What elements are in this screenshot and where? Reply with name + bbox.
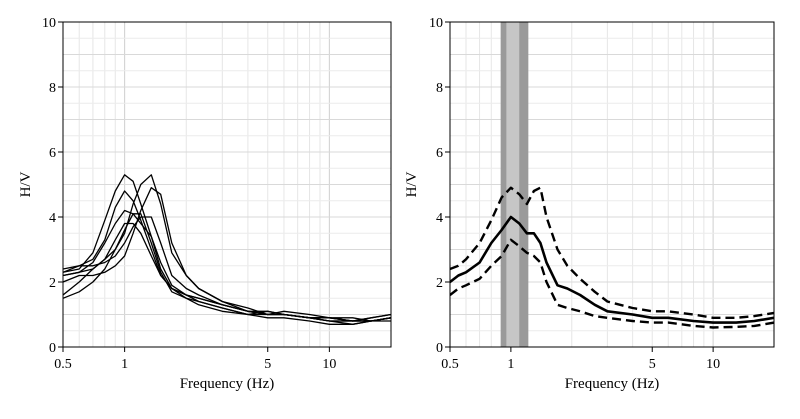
series-line-2 [63, 209, 391, 322]
y-tick-label: 8 [49, 81, 56, 96]
x-tick-label: 1 [121, 357, 128, 372]
y-tick-label: 10 [42, 16, 56, 31]
x-tick-label: 5 [649, 357, 656, 372]
grid [62, 21, 392, 348]
y-tick-label: 0 [436, 341, 443, 356]
x-tick-label: 1 [507, 357, 514, 372]
left-chart-panel: 0.5 1 5 10 0 2 4 6 8 10 Frequency (Hz) H/V [18, 16, 392, 392]
y-tick-label: 4 [49, 211, 56, 226]
x-axis-label: Frequency (Hz) [180, 376, 275, 392]
y-tick-label: 2 [49, 276, 56, 291]
series-line-2 [450, 186, 774, 319]
y-tick-label: 4 [436, 211, 443, 226]
y-tick-label: 0 [49, 341, 56, 356]
series-line-6 [63, 187, 391, 322]
x-tick-label: 5 [264, 357, 271, 372]
series-line-8 [63, 213, 391, 325]
y-tick-label: 6 [49, 146, 56, 161]
plot-frame [62, 21, 392, 348]
shaded-band-2 [506, 22, 520, 347]
plot-frame [449, 21, 775, 348]
x-axis-label: Frequency (Hz) [565, 376, 660, 392]
x-tick-label: 10 [322, 357, 336, 372]
y-axis-label: H/V [404, 171, 420, 197]
x-tick-label: 10 [706, 357, 720, 372]
series-line-1 [450, 215, 774, 324]
x-tick-label: 0.5 [54, 357, 72, 372]
y-tick-label: 10 [429, 16, 443, 31]
y-axis-label: H/V [18, 171, 34, 197]
y-tick-label: 6 [436, 146, 443, 161]
grid [449, 21, 775, 348]
right-chart-panel: 0.5 1 5 10 0 2 4 6 8 10 Frequency (Hz) H/V [404, 16, 775, 392]
x-tick-label: 0.5 [441, 357, 459, 372]
y-tick-label: 2 [436, 276, 443, 291]
y-tick-label: 8 [436, 81, 443, 96]
